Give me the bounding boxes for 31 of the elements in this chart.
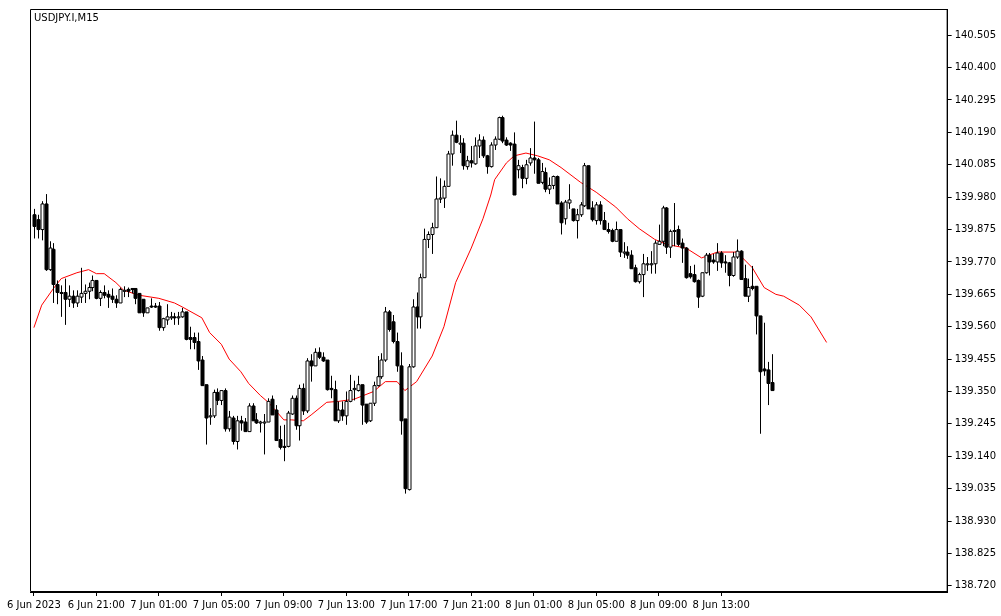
x-tick-label: 7 Jun 13:00 (317, 598, 375, 610)
y-tick-label: 140.190 (954, 125, 997, 137)
x-tick-label: 8 Jun 05:00 (567, 598, 625, 610)
y-tick-label: 140.400 (954, 61, 997, 73)
x-tick-label: 7 Jun 17:00 (380, 598, 438, 610)
x-tick-label: 7 Jun 09:00 (255, 598, 313, 610)
y-tick-label: 139.875 (954, 223, 997, 235)
y-tick-label: 138.720 (954, 579, 997, 591)
chart-title: USDJPY.I,M15 (34, 11, 99, 23)
x-tick-label: 8 Jun 01:00 (505, 598, 563, 610)
x-tick-label: 6 Jun 21:00 (67, 598, 125, 610)
y-tick-label: 139.980 (954, 190, 997, 202)
y-tick-label: 139.770 (954, 255, 997, 267)
y-tick-label: 139.245 (954, 417, 997, 429)
y-tick-label: 139.665 (954, 287, 997, 299)
y-tick-label: 139.560 (954, 320, 997, 332)
x-tick-label: 8 Jun 13:00 (692, 598, 750, 610)
y-tick-label: 139.140 (954, 449, 997, 461)
y-tick-label: 138.930 (954, 514, 997, 526)
y-tick-label: 140.085 (954, 158, 997, 170)
y-tick-label: 139.350 (954, 385, 997, 397)
x-tick-label: 7 Jun 21:00 (442, 598, 500, 610)
x-tick-label: 6 Jun 2023 (7, 598, 61, 610)
y-tick-label: 139.035 (954, 482, 997, 494)
y-tick-label: 140.295 (954, 93, 997, 105)
y-tick-label: 139.455 (954, 352, 997, 364)
x-tick-label: 7 Jun 05:00 (192, 598, 250, 610)
y-tick-label: 138.825 (954, 547, 997, 559)
x-tick-label: 8 Jun 09:00 (630, 598, 688, 610)
y-tick-label: 140.505 (954, 28, 997, 40)
x-tick-label: 7 Jun 01:00 (130, 598, 188, 610)
